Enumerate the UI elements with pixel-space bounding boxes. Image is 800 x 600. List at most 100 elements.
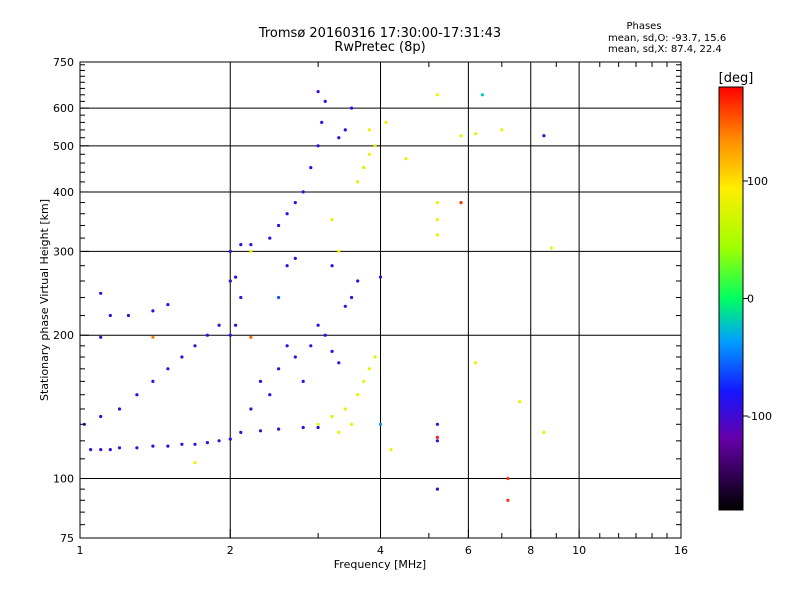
data-point <box>367 152 371 156</box>
data-point <box>549 246 554 250</box>
data-point <box>166 303 170 307</box>
y-tick-label: 400 <box>53 186 74 199</box>
data-point <box>518 400 522 404</box>
colorbar-tick-label: 0 <box>747 293 754 306</box>
data-point <box>356 180 360 184</box>
y-tick-label: 500 <box>53 140 74 153</box>
data-point <box>99 448 103 452</box>
data-point <box>473 361 478 365</box>
data-point <box>285 212 289 216</box>
data-point <box>330 218 334 222</box>
data-point <box>330 414 334 419</box>
data-point <box>343 304 347 308</box>
x-tick-label: 4 <box>377 544 384 557</box>
data-point <box>316 425 320 430</box>
data-point <box>500 128 504 132</box>
grid <box>80 62 681 538</box>
data-point <box>135 393 139 397</box>
data-point <box>320 120 324 124</box>
data-point <box>193 461 197 465</box>
y-tick-label: 750 <box>53 56 74 69</box>
data-point <box>89 448 93 452</box>
data-point <box>384 120 388 124</box>
data-point <box>309 166 313 170</box>
data-point <box>389 448 393 452</box>
data-point <box>99 335 103 339</box>
data-point <box>337 136 341 140</box>
data-point <box>435 201 439 205</box>
data-point <box>316 90 320 94</box>
data-point <box>301 379 305 383</box>
data-point <box>309 344 313 348</box>
data-point <box>228 279 232 283</box>
phases-mean-x: mean, sd,X: 87.4, 22.4 <box>608 44 722 55</box>
data-point <box>316 422 320 426</box>
data-point <box>473 132 478 136</box>
data-point <box>367 128 371 132</box>
data-point <box>378 422 383 426</box>
data-point <box>404 157 408 161</box>
data-point <box>285 344 289 348</box>
colorbar-label: [deg] <box>719 71 754 86</box>
data-point <box>126 313 130 318</box>
data-point <box>343 407 347 411</box>
colorbar-tick-label: -100 <box>747 410 772 423</box>
data-point <box>378 275 383 279</box>
data-point <box>228 249 232 253</box>
y-axis-label: Stationary phase Virtual Height [km] <box>38 199 51 401</box>
data-point <box>459 201 463 205</box>
x-tick-label: 8 <box>527 544 534 557</box>
data-point <box>435 93 439 97</box>
data-point <box>373 144 377 148</box>
data-point <box>135 446 139 450</box>
data-point <box>117 407 122 411</box>
data-point <box>99 414 103 419</box>
data-point <box>350 106 354 110</box>
phases-mean-o: mean, sd,O: -93.7, 15.6 <box>608 33 727 44</box>
data-point <box>268 236 272 240</box>
data-point <box>258 379 263 383</box>
colorbar: [deg] 100 0 -100 <box>718 71 772 511</box>
data-point <box>228 437 232 441</box>
data-point <box>293 201 297 205</box>
axes: 1 2 4 6 8 10 16 75 100 200 300 400 500 600 750 <box>53 56 688 557</box>
data-point <box>362 379 366 383</box>
data-point <box>228 333 232 337</box>
data-point <box>356 393 360 397</box>
data-point <box>151 335 155 339</box>
data-point <box>343 128 347 132</box>
data-point <box>323 99 327 103</box>
y-tick-label: 300 <box>53 245 74 258</box>
data-point <box>316 323 320 327</box>
y-tick-label: 600 <box>53 102 74 115</box>
data-point <box>350 295 354 300</box>
data-point <box>362 166 366 170</box>
data-point <box>249 243 253 247</box>
data-point <box>435 439 439 443</box>
data-point <box>277 367 281 371</box>
data-point <box>193 344 197 348</box>
data-point <box>373 355 377 359</box>
data-point <box>268 393 272 397</box>
data-point <box>234 323 238 327</box>
y-tick-label: 75 <box>60 532 74 545</box>
data-point <box>337 249 341 253</box>
data-point <box>285 264 289 268</box>
data-point <box>217 439 221 443</box>
data-point <box>542 430 546 434</box>
data-point <box>506 498 510 502</box>
data-point <box>234 275 238 279</box>
data-point <box>506 476 510 481</box>
data-point <box>542 134 546 138</box>
data-point <box>117 446 122 450</box>
data-point <box>277 223 281 228</box>
data-point <box>323 333 327 337</box>
data-point <box>249 335 253 339</box>
data-point <box>108 448 112 452</box>
data-point <box>367 367 371 371</box>
data-point <box>258 429 263 433</box>
data-point <box>435 487 439 491</box>
data-point <box>239 295 243 300</box>
data-point <box>151 309 155 313</box>
